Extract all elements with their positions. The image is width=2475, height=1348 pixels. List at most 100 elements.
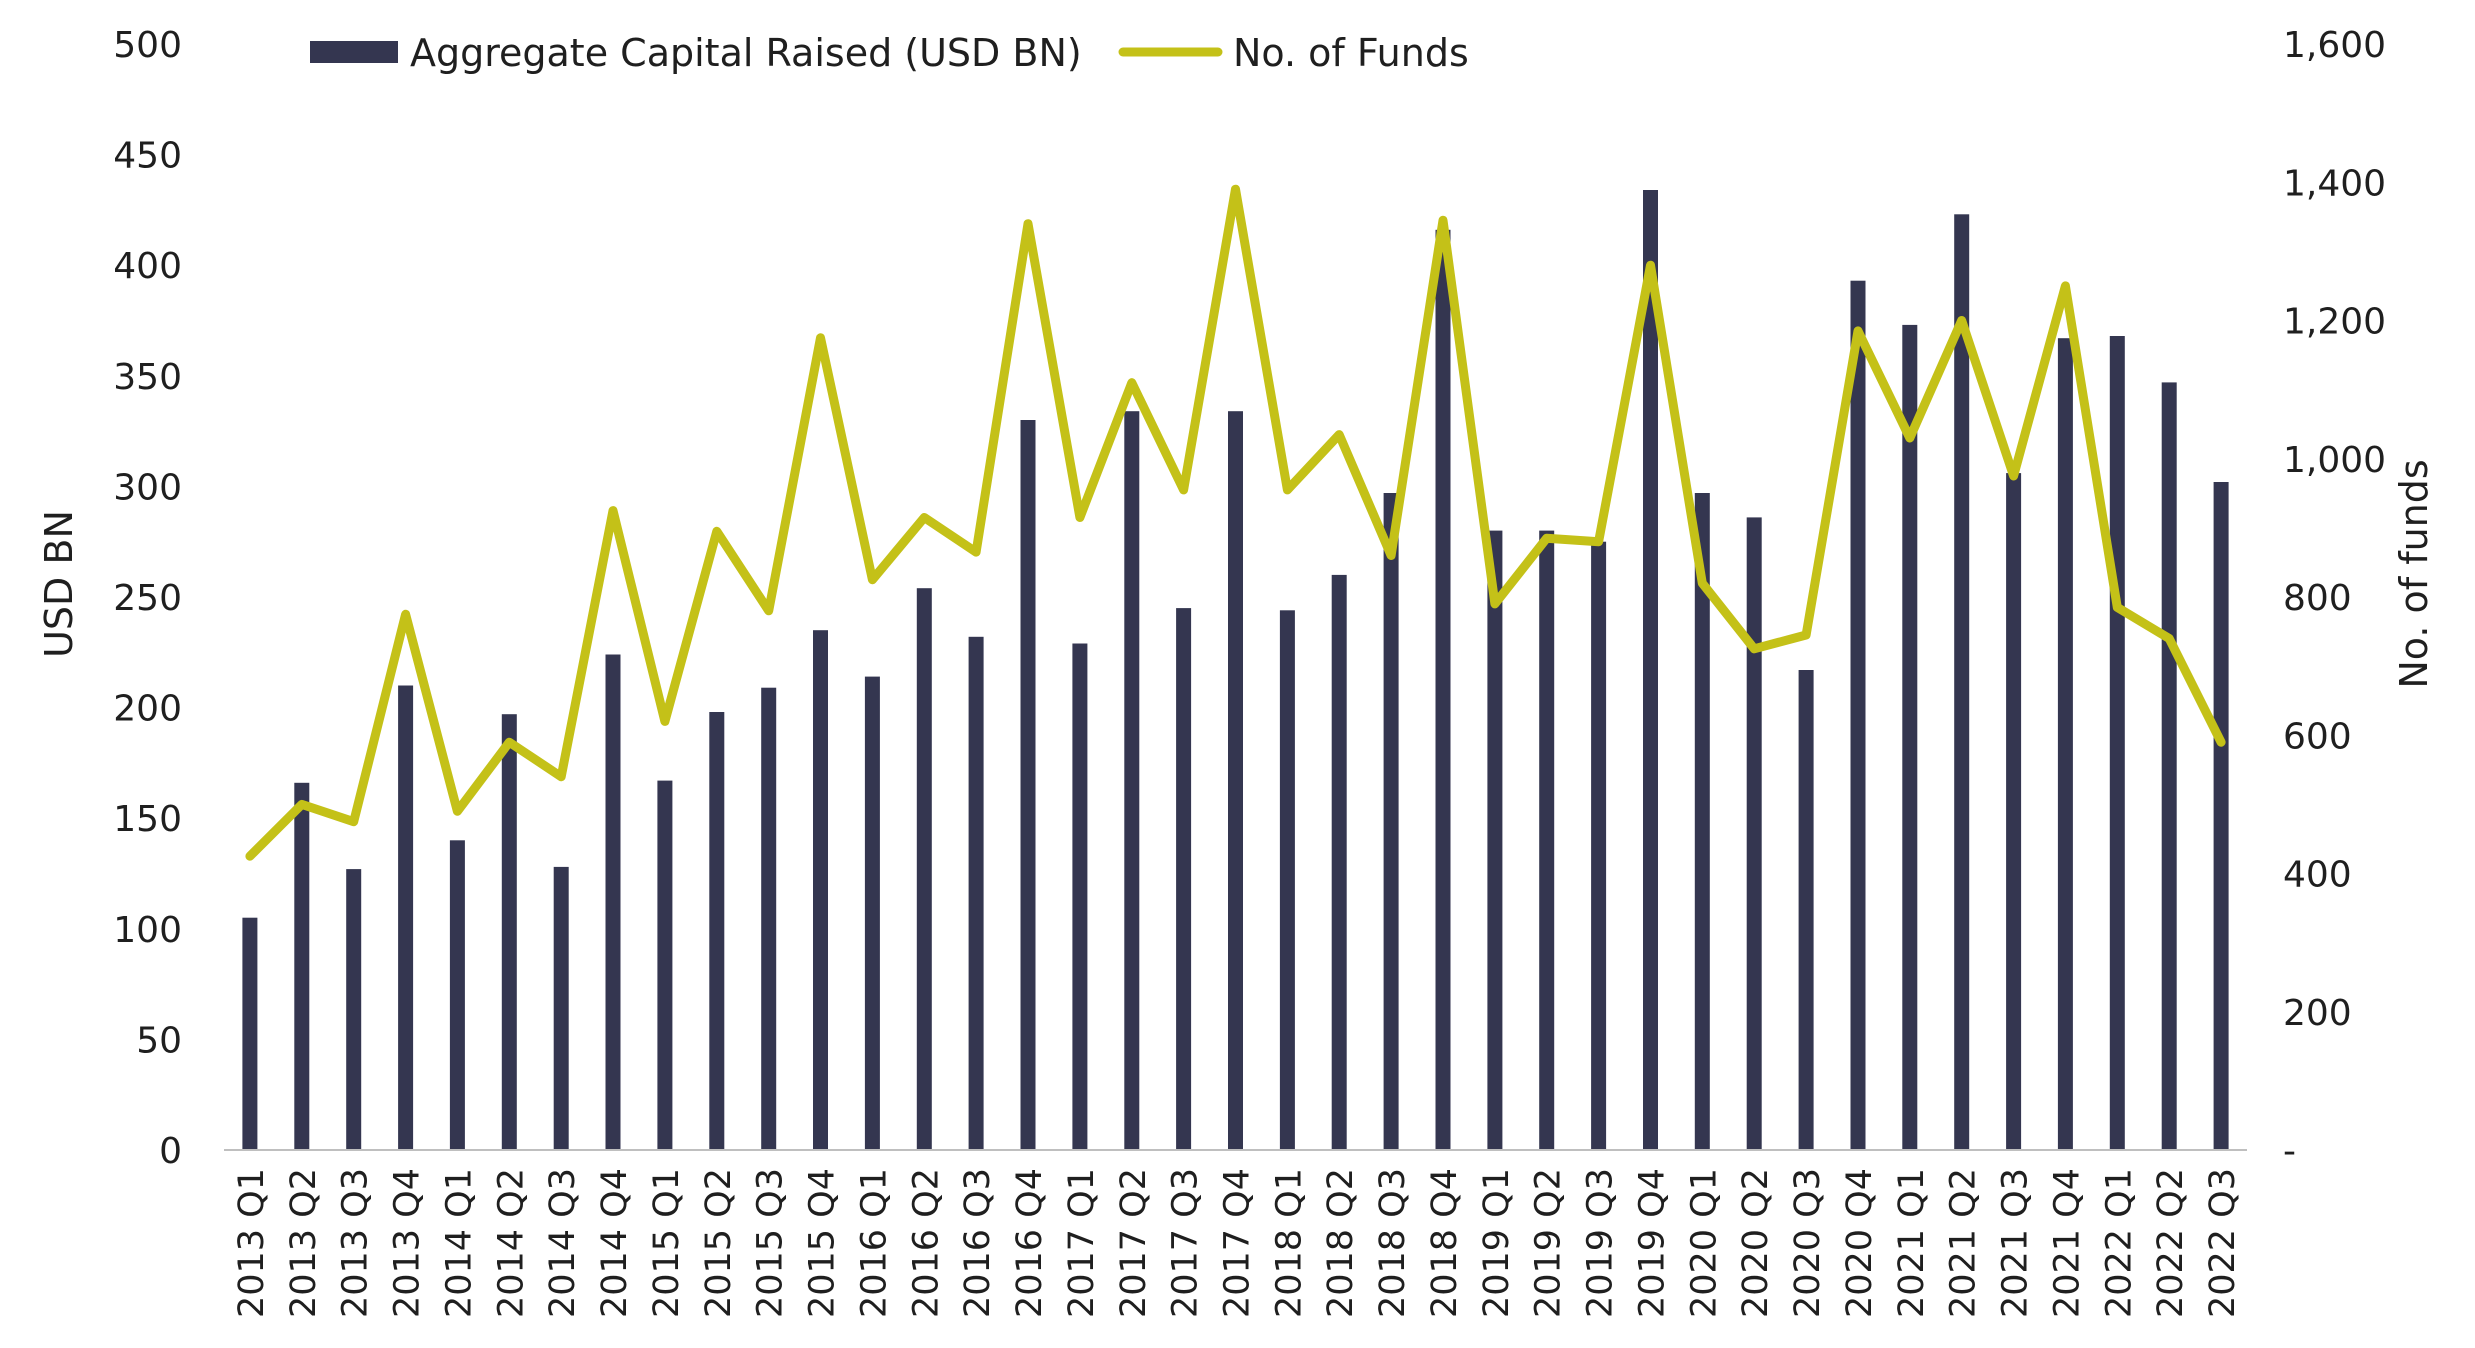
- x-tick-label: 2021 Q1: [1892, 1168, 1932, 1318]
- bar-2021-q1: [1902, 324, 1918, 1150]
- left-tick-label: 0: [159, 1131, 182, 1172]
- bar-2018-q2: [1331, 574, 1347, 1150]
- line-point-2013-q2: [301, 803, 303, 805]
- left-tick-label: 200: [113, 689, 182, 730]
- bar-2020-q2: [1746, 517, 1762, 1150]
- line-point-2018-q2: [1338, 434, 1340, 436]
- bar-2021-q4: [2057, 338, 2073, 1150]
- left-tick-label: 350: [113, 357, 182, 398]
- bar-2017-q2: [1124, 411, 1140, 1150]
- right-tick-label: 400: [2283, 855, 2352, 896]
- bar-2015-q2: [709, 712, 725, 1150]
- x-tick-label: 2013 Q1: [232, 1168, 272, 1318]
- x-tick-label: 2017 Q1: [1062, 1168, 1102, 1318]
- line-point-2019-q3: [1598, 541, 1600, 543]
- bar-2021-q3: [2006, 473, 2022, 1151]
- line-point-2017-q4: [1235, 188, 1236, 190]
- line-point-2015-q3: [768, 610, 770, 612]
- bar-2014-q2: [501, 714, 517, 1150]
- left-tick-label: 450: [113, 136, 182, 177]
- bar-2014-q4: [605, 654, 621, 1150]
- right-tick-label: 1,400: [2283, 163, 2386, 204]
- line-point-2013-q3: [353, 821, 355, 823]
- line-point-2016-q1: [871, 579, 873, 581]
- x-tick-label: 2015 Q4: [803, 1168, 843, 1318]
- bar-2017-q1: [1072, 643, 1088, 1150]
- x-tick-label: 2019 Q1: [1477, 1168, 1517, 1318]
- x-tick-label: 2017 Q2: [1114, 1168, 1154, 1318]
- x-tick-label: 2016 Q4: [1010, 1168, 1050, 1318]
- x-tick-label: 2022 Q3: [2203, 1168, 2243, 1318]
- line-layer: [245, 184, 2226, 861]
- x-tick-label: 2014 Q4: [595, 1168, 635, 1318]
- x-tick-label: 2021 Q2: [1944, 1168, 1984, 1318]
- x-tick-label: 2018 Q2: [1321, 1168, 1361, 1318]
- x-tick-label: 2015 Q1: [647, 1168, 687, 1318]
- x-tick-label: 2016 Q3: [958, 1168, 998, 1318]
- left-tick-label: 150: [113, 799, 182, 840]
- legend-swatch-bar: [310, 41, 398, 63]
- left-tick-label: 250: [113, 578, 182, 619]
- bar-2022-q2: [2161, 382, 2177, 1150]
- bar-2019-q1: [1487, 530, 1503, 1150]
- bar-2022-q3: [2213, 482, 2229, 1150]
- line-point-2018-q3: [1390, 555, 1392, 556]
- x-tick-label: 2014 Q1: [439, 1168, 479, 1318]
- line-point-2020-q3: [1805, 634, 1807, 636]
- legend: Aggregate Capital Raised (USD BN) No. of…: [310, 31, 1469, 75]
- x-tick-label: 2020 Q1: [1684, 1168, 1724, 1318]
- right-tick-label: 1,000: [2283, 440, 2386, 481]
- x-tick-label: 2018 Q1: [1269, 1168, 1309, 1318]
- x-tick-label: 2013 Q2: [284, 1168, 324, 1318]
- x-tick-label: 2014 Q2: [491, 1168, 531, 1318]
- line-point-2018-q4: [1442, 219, 1444, 221]
- right-tick-label: 800: [2283, 578, 2352, 619]
- bar-2016-q3: [968, 636, 984, 1150]
- legend-label-line: No. of Funds: [1233, 31, 1469, 75]
- bar-2015-q4: [813, 630, 828, 1150]
- bar-2020-q4: [1850, 280, 1866, 1150]
- right-tick-label: 200: [2283, 993, 2352, 1034]
- x-tick-label: 2015 Q2: [699, 1168, 739, 1318]
- left-axis-title: USD BN: [37, 510, 81, 658]
- line-point-2015-q2: [716, 530, 718, 532]
- line-point-2015-q4: [820, 337, 821, 339]
- line-point-2018-q1: [1286, 489, 1288, 491]
- x-tick-label: 2013 Q4: [388, 1168, 428, 1318]
- legend-label-bar: Aggregate Capital Raised (USD BN): [410, 31, 1082, 75]
- line-point-2019-q1: [1494, 603, 1496, 605]
- bar-2020-q3: [1798, 670, 1814, 1150]
- bar-2014-q1: [449, 840, 465, 1150]
- bar-2017-q4: [1228, 411, 1243, 1150]
- right-axis-title: No. of funds: [2392, 459, 2436, 688]
- bar-2015-q1: [657, 780, 673, 1150]
- bars-layer: [242, 190, 2229, 1151]
- x-tick-label: 2021 Q4: [2047, 1168, 2087, 1318]
- right-tick-label: 1,200: [2283, 302, 2386, 343]
- left-tick-label: 50: [136, 1020, 182, 1061]
- line-point-2014-q4: [612, 510, 614, 512]
- line-point-2021-q4: [2064, 285, 2066, 287]
- x-tick-label: 2020 Q2: [1736, 1168, 1776, 1318]
- right-tick-label: 1,600: [2283, 25, 2386, 66]
- x-tick-label: 2016 Q2: [906, 1168, 946, 1318]
- line-point-2022-q3: [2220, 741, 2222, 743]
- bar-2018-q3: [1383, 493, 1399, 1150]
- left-tick-label: 100: [113, 910, 182, 951]
- bar-2015-q3: [761, 687, 777, 1150]
- left-axis-ticks: 0 50 100 150 200 250 300 350 400 450 500: [113, 25, 182, 1172]
- bar-2016-q1: [864, 676, 880, 1150]
- x-tick-label: 2018 Q4: [1425, 1168, 1465, 1318]
- line-point-2017-q3: [1183, 489, 1185, 491]
- x-tick-label: 2018 Q3: [1373, 1168, 1413, 1318]
- right-axis-ticks: - 200 400 600 800 1,000 1,200 1,400 1,600: [2283, 25, 2386, 1172]
- line-point-2021-q1: [1909, 437, 1911, 439]
- line-point-2020-q2: [1753, 648, 1755, 650]
- line-point-2022-q1: [2116, 606, 2118, 608]
- x-axis-ticks: 2013 Q1 2013 Q2 2013 Q3 2013 Q4 2014 Q1 2014 …: [232, 1168, 2243, 1318]
- line-point-2021-q2: [1961, 320, 1963, 321]
- bar-2018-q4: [1435, 229, 1451, 1151]
- x-tick-label: 2017 Q4: [1218, 1168, 1258, 1318]
- bar-2018-q1: [1279, 610, 1295, 1150]
